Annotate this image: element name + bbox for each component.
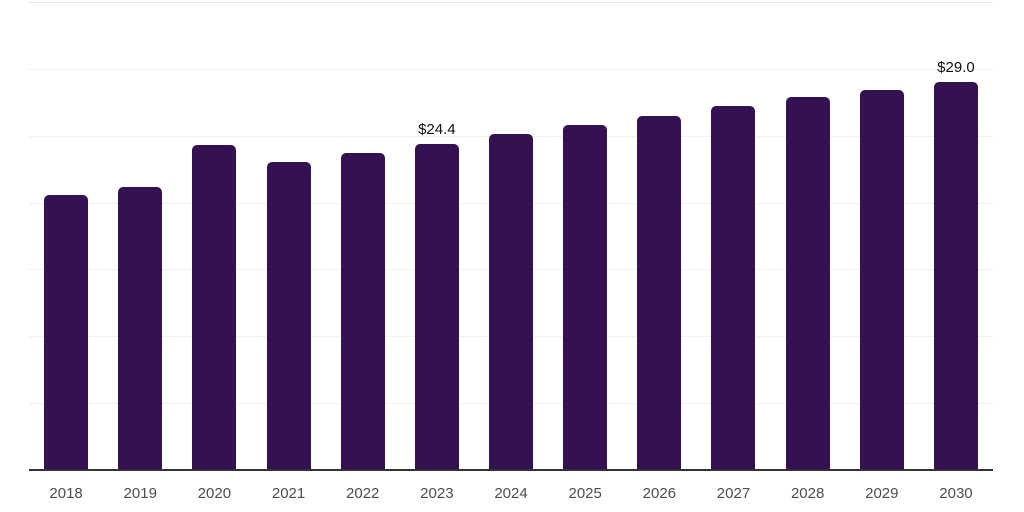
bar-slot-2026: [622, 2, 696, 470]
bar-2022: [340, 153, 385, 470]
x-tick-label-2026: 2026: [642, 485, 677, 502]
x-tick-label-2028: 2028: [790, 485, 825, 502]
bar-2029: [859, 90, 904, 470]
x-axis-tick-labels: 2018 2019 2020 2021 2022 2023 2024 2025 2026 2027…: [29, 485, 993, 503]
bar-slot-2028: [771, 2, 845, 470]
bar-2021: [266, 162, 311, 470]
x-tick-label-2023: 2023: [420, 485, 454, 502]
bar-2027: [711, 106, 756, 470]
x-axis-line: [29, 469, 993, 471]
bar-2020: [192, 145, 237, 470]
x-tick-label-2019: 2019: [123, 485, 157, 502]
bar-slot-2027: [696, 2, 770, 470]
bar-slot-2023: $24.4: [400, 2, 474, 470]
bar-2019: [118, 186, 163, 470]
bar-2024: [489, 134, 534, 470]
bar-2023: [414, 143, 459, 470]
bar-slot-2019: [103, 2, 177, 470]
x-tick-label-2025: 2025: [568, 485, 602, 502]
bar-slot-2025: [548, 2, 622, 470]
bar-slot-2021: [251, 2, 325, 470]
value-label-2023: $24.4: [418, 120, 456, 138]
bar-slot-2024: [474, 2, 548, 470]
x-tick-label-2024: 2024: [494, 485, 528, 502]
bar-slot-2020: [177, 2, 251, 470]
x-tick-label-2022: 2022: [346, 485, 380, 502]
bar-slot-2018: [29, 2, 103, 470]
bar-2025: [563, 125, 608, 470]
bar-slot-2030: $29.0: [919, 2, 993, 470]
bar-2018: [44, 194, 89, 470]
bar-2030: [933, 82, 978, 470]
bar-slot-2022: [326, 2, 400, 470]
bar-2026: [637, 115, 682, 470]
x-tick-label-2021: 2021: [271, 485, 306, 502]
gridline: [29, 68, 993, 70]
x-tick-label-2030: 2030: [939, 485, 973, 502]
bar-series: $24.4 $29.0: [29, 2, 993, 470]
gridline: [29, 2, 993, 3]
x-tick-label-2027: 2027: [716, 485, 751, 502]
x-tick-label-2018: 2018: [49, 485, 83, 502]
x-tick-label-2029: 2029: [865, 485, 899, 502]
bar-slot-2029: [845, 2, 919, 470]
x-tick-label-2020: 2020: [197, 485, 232, 502]
value-label-2030: $29.0: [937, 59, 975, 77]
bar-2028: [785, 96, 830, 470]
plot-area: $24.4 $29.0: [29, 2, 993, 470]
